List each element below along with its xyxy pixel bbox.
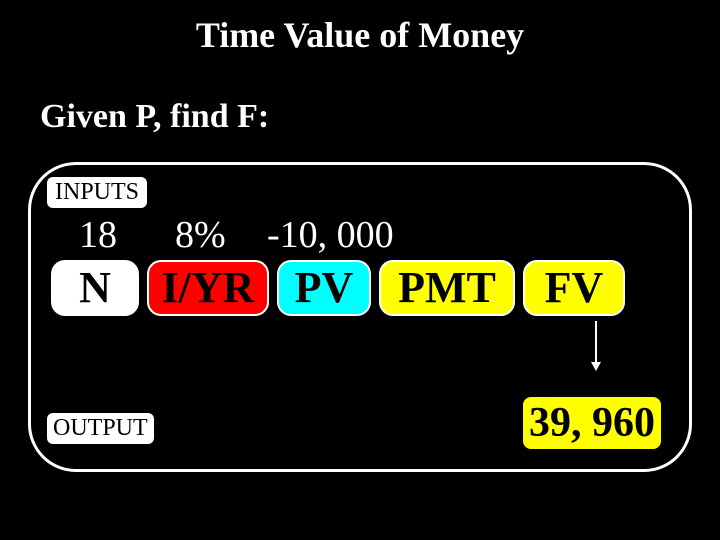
- result-value: 39, 960: [523, 397, 661, 449]
- calculator-panel: INPUTS 18 8% -10, 000 N I/YR PV PMT FV O…: [28, 162, 692, 472]
- slide-title: Time Value of Money: [0, 0, 720, 56]
- value-n: 18: [79, 213, 117, 257]
- key-pmt: PMT: [379, 260, 515, 316]
- inputs-label: INPUTS: [47, 177, 147, 208]
- value-pv: -10, 000: [267, 213, 394, 257]
- calculator-keys-row: N I/YR PV PMT FV: [51, 260, 625, 316]
- key-pv: PV: [277, 260, 371, 316]
- key-iyr: I/YR: [147, 260, 269, 316]
- arrow-down-icon: [595, 321, 597, 369]
- slide-subtitle: Given P, find F:: [0, 56, 720, 136]
- value-iyr: 8%: [175, 213, 226, 257]
- output-label: OUTPUT: [47, 413, 154, 444]
- key-fv: FV: [523, 260, 625, 316]
- key-n: N: [51, 260, 139, 316]
